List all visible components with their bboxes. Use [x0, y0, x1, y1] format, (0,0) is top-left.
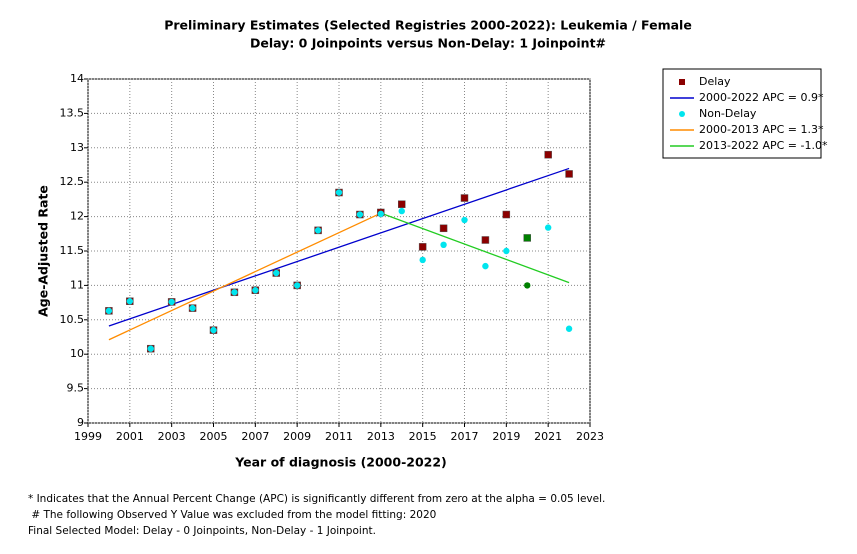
legend-label: 2000-2022 APC = 0.9*	[699, 91, 824, 104]
fit-line	[108, 167, 570, 327]
data-point	[231, 289, 238, 296]
data-point	[273, 269, 280, 277]
x-tick-label: 2011	[325, 430, 353, 443]
y-tick-label: 13.5	[60, 106, 85, 119]
data-point	[481, 236, 490, 244]
data-point	[398, 200, 406, 208]
data-point	[565, 325, 573, 332]
chart-title: Preliminary Estimates (Selected Registri…	[164, 18, 692, 33]
footnote: Final Selected Model: Delay - 0 Joinpoin…	[28, 525, 376, 537]
data-point	[544, 150, 552, 159]
x-tick-label: 2015	[409, 430, 437, 443]
x-tick-label: 2019	[492, 430, 520, 443]
data-point	[168, 298, 175, 306]
x-tick-label: 1999	[74, 430, 102, 443]
data-point	[440, 241, 447, 249]
x-tick-label: 2021	[534, 430, 562, 443]
data-point	[503, 247, 510, 255]
data-point	[461, 216, 468, 224]
x-tick-label: 2023	[576, 430, 604, 443]
data-point	[356, 211, 364, 218]
y-tick-label: 9	[77, 416, 84, 429]
data-point	[419, 256, 426, 264]
footnote: # The following Observed Y Value was exc…	[28, 509, 436, 521]
data-point	[293, 282, 301, 289]
legend-label: 2000-2013 APC = 1.3*	[699, 123, 824, 136]
data-point	[210, 326, 217, 334]
y-tick-label: 11.5	[60, 244, 85, 257]
x-tick-label: 2017	[451, 430, 479, 443]
data-point	[126, 298, 134, 305]
fit-line	[108, 212, 382, 341]
x-tick-label: 2013	[367, 430, 395, 443]
y-tick-label: 11	[70, 278, 84, 291]
data-point	[335, 189, 343, 196]
y-tick-label: 12	[70, 210, 84, 223]
data-point	[482, 262, 489, 270]
x-tick-label: 2005	[200, 430, 228, 443]
chart-subtitle: Delay: 0 Joinpoints versus Non-Delay: 1 …	[250, 36, 606, 51]
data-point	[418, 243, 427, 251]
y-tick-label: 9.5	[67, 382, 85, 395]
data-point	[252, 287, 259, 294]
y-tick-label: 10	[70, 347, 84, 360]
data-point	[439, 224, 448, 233]
data-point	[524, 282, 531, 289]
x-axis-label: Year of diagnosis (2000-2022)	[234, 455, 447, 470]
data-point	[189, 304, 196, 312]
legend-swatch	[679, 111, 685, 117]
x-tick-label: 2007	[241, 430, 269, 443]
fit-line	[380, 212, 570, 284]
data-point	[314, 227, 322, 234]
y-tick-label: 12.5	[60, 175, 85, 188]
data-point	[377, 210, 385, 218]
legend-swatch	[679, 79, 685, 85]
y-tick-label: 13	[70, 141, 84, 154]
y-tick-label: 10.5	[60, 313, 85, 326]
data-point	[565, 170, 573, 178]
data-point	[147, 345, 154, 352]
legend-label: Non-Delay	[699, 107, 757, 120]
legend-box	[662, 68, 822, 159]
data-point	[502, 210, 511, 219]
x-tick-label: 2009	[283, 430, 311, 443]
data-point	[523, 234, 531, 242]
data-point	[544, 224, 552, 231]
x-tick-label: 2003	[158, 430, 186, 443]
y-axis-label: Age-Adjusted Rate	[36, 185, 51, 317]
data-point	[105, 307, 113, 315]
legend-label: Delay	[699, 75, 731, 88]
x-tick-label: 2001	[116, 430, 144, 443]
data-point	[398, 207, 405, 215]
legend-label: 2013-2022 APC = -1.0*	[699, 139, 828, 152]
y-tick-label: 14	[70, 72, 84, 85]
footnote: * Indicates that the Annual Percent Chan…	[28, 493, 605, 505]
data-point	[460, 194, 469, 202]
